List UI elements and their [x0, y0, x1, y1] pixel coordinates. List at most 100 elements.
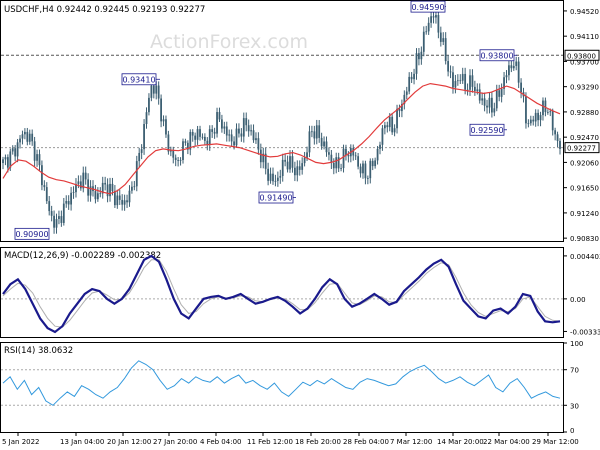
price-tick-label: 0.94520 — [570, 8, 599, 16]
candle-body — [493, 108, 496, 113]
candle-body — [498, 90, 501, 97]
annotation-label: 0.90900 — [15, 230, 48, 239]
macd-tick-label: -0.003338 — [570, 328, 600, 336]
candle-body — [379, 144, 381, 149]
candle-body — [221, 119, 223, 129]
candle-body — [182, 141, 184, 160]
candle-body — [96, 193, 99, 200]
annotation-box — [14, 227, 50, 240]
x-tick-label: 18 Feb 20:00 — [295, 438, 341, 446]
candle-body — [216, 112, 218, 134]
candle-body — [31, 133, 34, 142]
candle-body — [347, 154, 350, 157]
candle-body — [483, 98, 486, 106]
candle-body — [345, 148, 347, 155]
x-tick-label: 22 Mar 04:00 — [483, 438, 530, 446]
candle-body — [311, 131, 313, 133]
price-annotation: 0.93410 — [121, 73, 160, 86]
candle-body — [16, 142, 19, 157]
candle-body — [75, 184, 77, 193]
current-price-box — [564, 142, 600, 154]
x-tick-label: 14 Mar 20:00 — [437, 438, 484, 446]
candle-body — [43, 185, 46, 188]
candle-body — [179, 159, 182, 161]
candle-body — [357, 156, 360, 167]
candle-body — [45, 187, 48, 202]
candle-body — [437, 15, 440, 33]
candle-body — [517, 61, 520, 83]
annotation-box — [469, 123, 505, 136]
candle-body — [128, 190, 131, 203]
candle-body — [184, 141, 187, 143]
candle-body — [19, 138, 21, 143]
candle-body — [315, 125, 318, 139]
macd-panel — [0, 247, 564, 338]
candle-body — [439, 32, 442, 42]
price-tick-label: 0.94110 — [570, 33, 599, 41]
candle-body — [140, 149, 143, 153]
candle-body — [213, 131, 216, 134]
candle-body — [369, 160, 372, 179]
x-tick-label: 27 Jan 20:00 — [153, 438, 197, 446]
candle-body — [14, 148, 17, 157]
candle-body — [381, 128, 384, 145]
candle-body — [291, 156, 294, 168]
candle-body — [250, 130, 252, 132]
candle-body — [546, 112, 549, 113]
candle-body — [65, 200, 68, 204]
x-tick-label: 4 Feb 04:00 — [200, 438, 241, 446]
candle-body — [201, 136, 204, 138]
candle-body — [252, 130, 255, 141]
candle-body — [264, 153, 267, 169]
annotation-box — [121, 73, 157, 86]
candle-body — [459, 80, 462, 82]
candle-body — [364, 163, 367, 179]
price-tick-label: 0.91240 — [570, 210, 599, 218]
macd-tick-label: 0.004403 — [570, 253, 600, 261]
candle-body — [242, 118, 245, 137]
candle-body — [208, 129, 211, 145]
candle-body — [111, 183, 114, 191]
candle-body — [118, 195, 121, 200]
candle-body — [206, 140, 209, 145]
price-tick-label: 0.90830 — [570, 235, 599, 243]
x-tick-label: 13 Jan 04:00 — [60, 438, 104, 446]
candle-body — [269, 173, 272, 181]
current-price-label: 0.92277 — [567, 145, 596, 153]
candle-body — [478, 89, 481, 101]
candle-body — [150, 85, 153, 98]
candle-body — [430, 16, 432, 23]
candle-body — [38, 154, 41, 166]
candle-body — [340, 168, 342, 169]
candle-body — [157, 85, 160, 99]
candle-body — [2, 159, 4, 164]
candle-body — [337, 157, 340, 169]
candle-body — [323, 141, 325, 147]
candle-body — [169, 150, 172, 152]
candle-body — [427, 22, 430, 32]
candle-body — [50, 211, 53, 216]
candle-body — [138, 152, 141, 162]
candle-body — [435, 15, 437, 18]
candle-body — [551, 111, 554, 131]
candle-body — [152, 85, 155, 94]
candle-body — [447, 61, 450, 72]
candle-body — [289, 156, 291, 170]
candle-body — [172, 150, 175, 158]
candle-body — [77, 181, 80, 185]
price-tick-label: 0.91650 — [570, 185, 599, 193]
candle-body — [515, 61, 518, 66]
candle-body — [101, 182, 104, 194]
macd-tick-label: 0.00 — [570, 296, 586, 304]
candle-body — [298, 166, 301, 170]
macd-title: MACD(12,26,9) -0.002289 -0.002382 — [4, 251, 161, 261]
price-tick-label: 0.93290 — [570, 84, 599, 92]
x-tick-label: 20 Jan 12:00 — [107, 438, 151, 446]
candle-body — [225, 126, 228, 136]
price-annotation: 0.94590 — [410, 0, 446, 13]
candle-body — [228, 134, 231, 136]
candle-body — [306, 152, 308, 158]
price-tick-label: 0.93700 — [570, 58, 599, 66]
price-annotation: 0.91490 — [258, 191, 296, 204]
candle-body — [415, 53, 418, 74]
